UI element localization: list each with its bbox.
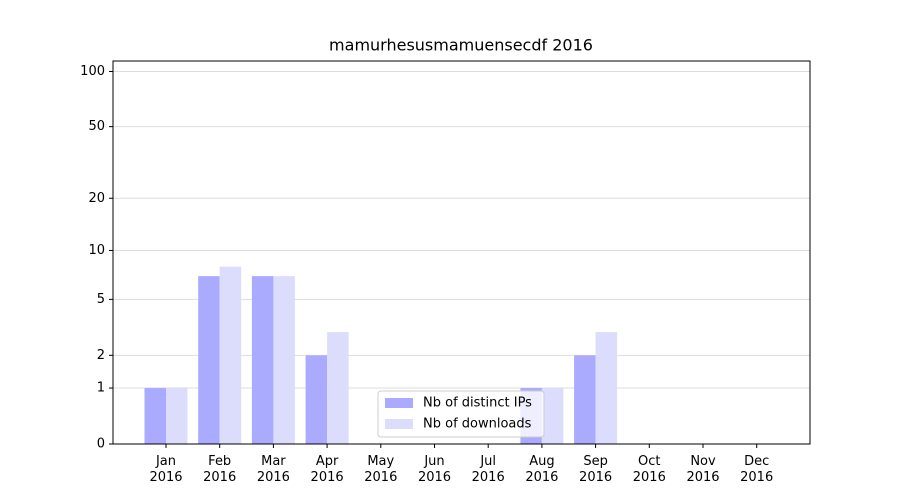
- x-tick-label: Apr 2016: [311, 454, 344, 485]
- bar: [541, 388, 564, 444]
- legend-label: Nb of distinct IPs: [423, 396, 532, 411]
- y-tick-label: 5: [97, 292, 105, 307]
- y-tick-label: 50: [88, 119, 105, 134]
- bar: [198, 276, 220, 444]
- x-tick-label: Jun 2016: [418, 454, 451, 485]
- legend-swatch: [385, 419, 413, 429]
- y-tick-label: 20: [88, 191, 105, 206]
- x-tick-label: Oct 2016: [633, 454, 666, 485]
- y-tick-label: 10: [88, 243, 105, 258]
- bar: [251, 276, 274, 444]
- x-tick-label: May 2016: [364, 454, 397, 485]
- y-tick-label: 0: [97, 437, 105, 452]
- x-tick-label: Jul 2016: [472, 454, 505, 485]
- bar: [219, 266, 242, 444]
- y-tick-label: 2: [97, 348, 105, 363]
- chart-title: mamurhesusmamuensecdf 2016: [329, 36, 593, 55]
- bar: [144, 388, 166, 444]
- legend-swatch: [385, 398, 413, 408]
- legend: Nb of distinct IPs Nb of downloads: [377, 390, 545, 438]
- x-tick-label: Dec 2016: [740, 454, 773, 485]
- x-tick-label: Nov 2016: [686, 454, 719, 485]
- y-tick-label: 1: [97, 381, 105, 396]
- bar: [574, 355, 596, 444]
- bar: [595, 332, 618, 444]
- bar: [305, 355, 328, 444]
- x-tick-label: Sep 2016: [579, 454, 612, 485]
- legend-box: [377, 390, 545, 438]
- legend-label: Nb of downloads: [423, 417, 532, 432]
- x-tick-label: Jan 2016: [149, 454, 182, 485]
- x-tick-label: Feb 2016: [203, 454, 236, 485]
- x-tick-label: Aug 2016: [525, 454, 558, 485]
- y-tick-label: 100: [80, 64, 105, 79]
- bar: [166, 388, 188, 444]
- plot-frame: [112, 60, 811, 445]
- bar: [273, 276, 295, 444]
- x-tick-label: Mar 2016: [257, 454, 290, 485]
- bar: [327, 332, 349, 444]
